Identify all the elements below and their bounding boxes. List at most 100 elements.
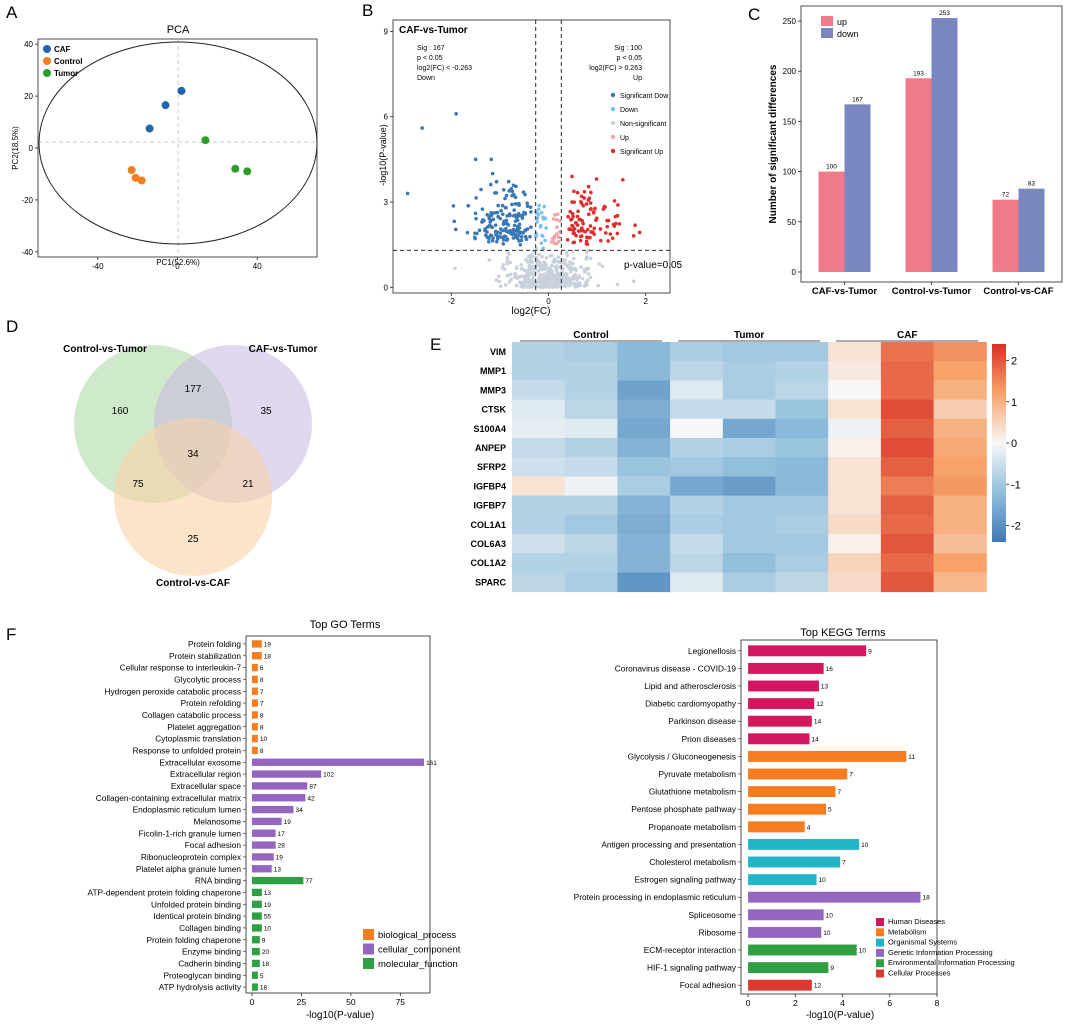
volcano-point-sig-up <box>575 190 580 195</box>
volcano-point-sig-up <box>574 221 578 225</box>
volcano-point-sig-down <box>504 221 509 226</box>
volcano-point-sig-up <box>591 211 596 215</box>
volcano-point-down <box>539 241 544 245</box>
volcano-point-nonsig <box>573 281 578 286</box>
heatmap-row-label: CTSK <box>482 405 507 415</box>
volcano-point-nonsig <box>555 277 560 281</box>
go-term-label: Protein folding <box>188 639 241 649</box>
volcano-point-sig-up <box>602 204 607 209</box>
volcano-point-up <box>554 232 559 236</box>
kegg-bar <box>748 944 857 956</box>
kegg-count-label: 18 <box>922 895 930 902</box>
go-count-label: 20 <box>262 949 270 956</box>
heatmap-row-label: COL6A3 <box>470 539 506 549</box>
heatmap-cell <box>512 457 566 477</box>
pca-point-control <box>137 176 146 185</box>
heatmap-cell <box>775 342 829 362</box>
go-term-label: Platelet alpha granule lumen <box>136 864 242 874</box>
go-bar <box>251 841 276 849</box>
volcano-point-sig-down <box>498 231 503 235</box>
heatmap-cell <box>828 457 882 477</box>
volcano-point-sig-up <box>570 224 575 228</box>
heatmap-cell <box>564 457 618 477</box>
colorbar-tick-label: 2 <box>1011 356 1017 368</box>
go-term-label: ATP-dependent protein folding chaperone <box>88 887 242 897</box>
heatmap-row-label: VIM <box>490 347 506 357</box>
volcano-point-nonsig <box>586 266 591 271</box>
volcano-point-nonsig <box>487 258 492 262</box>
go-bar <box>251 652 262 660</box>
kegg-count-label: 7 <box>837 789 841 796</box>
kegg-xtick-label: 4 <box>840 998 845 1008</box>
heatmap-cell <box>880 457 935 477</box>
volcano-point-sig-down <box>489 233 494 238</box>
heatmap-cell <box>670 534 724 554</box>
kegg-term-label: Protein processing in endoplasmic reticu… <box>574 892 736 902</box>
volcano-point-sig-up <box>587 196 592 201</box>
volcano-point-sig-down <box>489 157 494 162</box>
volcano-point-nonsig <box>539 282 543 286</box>
volcano-point-up <box>557 230 562 234</box>
pca-point-caf <box>145 124 154 133</box>
panel-label-b: B <box>362 1 373 20</box>
volcano-point-sig-up <box>592 232 596 236</box>
go-bar <box>251 817 282 826</box>
heatmap-row-label: ANPEP <box>475 443 506 453</box>
heatmap-cell <box>828 572 882 593</box>
kegg-legend-swatch <box>876 959 884 968</box>
venn-label-control-vs-caf: Control-vs-CAF <box>156 578 230 589</box>
heatmap-cell <box>722 457 776 477</box>
volcano-title: CAF-vs-Tumor <box>399 25 468 36</box>
volcano-point-sig-down <box>501 237 506 242</box>
pca-title: PCA <box>167 24 190 36</box>
heatmap-cell <box>617 418 671 439</box>
volcano-point-nonsig <box>545 271 549 275</box>
kegg-term-label: Prion diseases <box>682 734 736 744</box>
volcano-point-sig-down <box>479 187 483 192</box>
heatmap-cell <box>617 514 671 535</box>
volcano-point-sig-down <box>507 212 512 216</box>
volcano-point-sig-down <box>501 187 506 192</box>
volcano-point-down <box>544 226 548 230</box>
venn-count-ct-caf-tumor: 177 <box>185 384 202 395</box>
volcano-point-nonsig <box>568 269 573 274</box>
kegg-xlabel: -log10(P-value) <box>806 1010 874 1021</box>
volcano-point-sig-down <box>473 236 477 241</box>
bar-ytick-label: 50 <box>787 218 796 227</box>
heatmap-cell <box>775 495 829 516</box>
pca-legend-label: Control <box>54 57 82 66</box>
volcano-point-nonsig <box>536 262 541 267</box>
volcano-point-sig-up <box>583 229 588 234</box>
volcano-point-nonsig <box>565 253 570 258</box>
go-bar <box>251 770 322 778</box>
pca-point-caf <box>161 101 170 110</box>
volcano-point-nonsig <box>600 264 605 269</box>
kegg-legend-swatch <box>876 938 884 947</box>
volcano-point-sig-up <box>633 223 637 228</box>
volcano-point-sig-up <box>608 232 613 236</box>
heatmap-cell <box>828 438 882 458</box>
volcano-point-sig-down <box>506 179 511 184</box>
volcano-point-sig-down <box>487 236 491 241</box>
volcano-point-sig-up <box>603 231 608 235</box>
go-count-label: 8 <box>260 724 264 731</box>
volcano-point-nonsig <box>547 276 551 280</box>
go-term-label: Focal adhesion <box>185 840 242 850</box>
volcano-point-sig-up <box>605 218 609 223</box>
kegg-count-label: 10 <box>823 930 831 937</box>
volcano-point-sig-up <box>615 231 620 236</box>
go-count-label: 161 <box>426 760 437 767</box>
bar-legend-swatch <box>821 16 833 26</box>
volcano-point-sig-up <box>620 177 625 182</box>
volcano-point-sig-up <box>581 203 586 208</box>
heatmap-cell <box>880 514 935 535</box>
heatmap-cell <box>670 495 724 516</box>
bar-legend-label: up <box>837 17 847 27</box>
go-xtick-label: 75 <box>396 997 406 1007</box>
volcano-point-sig-down <box>452 219 457 224</box>
volcano-point-nonsig <box>550 269 554 274</box>
go-count-label: 19 <box>264 641 272 648</box>
volcano-point-nonsig <box>597 262 601 266</box>
volcano-point-nonsig <box>586 271 591 276</box>
volcano-right-note-1: Sig : 100 <box>614 45 642 52</box>
